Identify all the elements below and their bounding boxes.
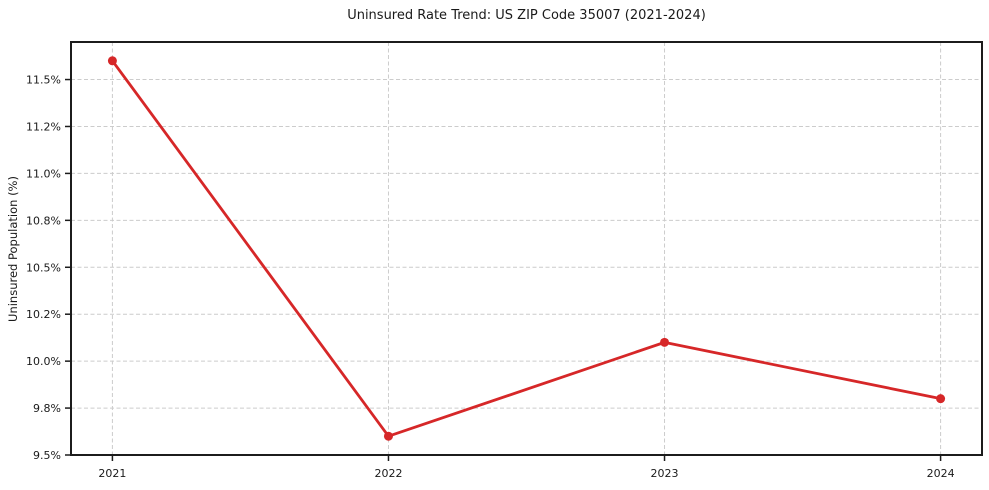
y-tick-label: 10.2%: [26, 308, 61, 321]
data-point-2021: [107, 56, 117, 66]
y-tick-label: 9.5%: [33, 449, 61, 462]
x-tick-label: 2022: [374, 467, 402, 480]
data-point-2022: [383, 431, 393, 441]
plot-border: [70, 41, 983, 456]
y-tick-label: 10.8%: [26, 214, 61, 227]
axis-tick-labels: 9.5% 9.8% 10.0% 10.2% 10.5% 10.8% 11.0% 11.2% 11…: [26, 74, 955, 480]
data-point-2023: [660, 337, 670, 347]
x-tick-label: 2024: [927, 467, 955, 480]
axis-ticks: [65, 78, 942, 461]
series-uninsured-rate: [107, 56, 946, 441]
y-tick-label: 11.2%: [26, 120, 61, 133]
x-tick-label: 2021: [98, 467, 126, 480]
trend-line: [111, 59, 942, 438]
y-tick-label: 9.8%: [33, 402, 61, 415]
chart-title: Uninsured Rate Trend: US ZIP Code 35007 …: [347, 8, 706, 23]
x-tick-label: 2023: [651, 467, 679, 480]
y-tick-label: 11.0%: [26, 167, 61, 180]
y-tick-label: 10.5%: [26, 261, 61, 274]
y-tick-label: 10.0%: [26, 355, 61, 368]
y-tick-label: 11.5%: [26, 74, 61, 87]
gridlines: [71, 42, 982, 456]
data-point-2024: [936, 394, 946, 404]
